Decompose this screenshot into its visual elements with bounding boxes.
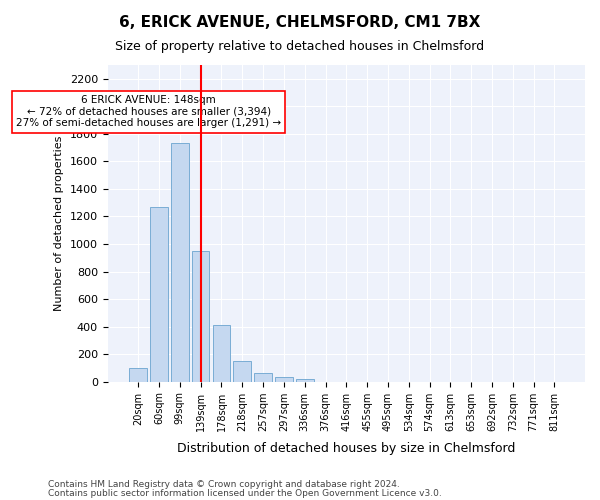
Y-axis label: Number of detached properties: Number of detached properties	[54, 136, 64, 311]
X-axis label: Distribution of detached houses by size in Chelmsford: Distribution of detached houses by size …	[177, 442, 515, 455]
Bar	[192, 251, 209, 382]
Text: Contains HM Land Registry data © Crown copyright and database right 2024.: Contains HM Land Registry data © Crown c…	[48, 480, 400, 489]
Bar	[150, 207, 168, 382]
Text: 6, ERICK AVENUE, CHELMSFORD, CM1 7BX: 6, ERICK AVENUE, CHELMSFORD, CM1 7BX	[119, 15, 481, 30]
Text: Size of property relative to detached houses in Chelmsford: Size of property relative to detached ho…	[115, 40, 485, 53]
Bar	[275, 377, 293, 382]
Bar	[130, 368, 147, 382]
Bar	[171, 144, 188, 382]
Bar	[212, 324, 230, 382]
Bar	[296, 379, 314, 382]
Bar	[254, 372, 272, 382]
Text: Contains public sector information licensed under the Open Government Licence v3: Contains public sector information licen…	[48, 488, 442, 498]
Bar	[233, 361, 251, 382]
Text: 6 ERICK AVENUE: 148sqm
← 72% of detached houses are smaller (3,394)
27% of semi-: 6 ERICK AVENUE: 148sqm ← 72% of detached…	[16, 96, 281, 128]
